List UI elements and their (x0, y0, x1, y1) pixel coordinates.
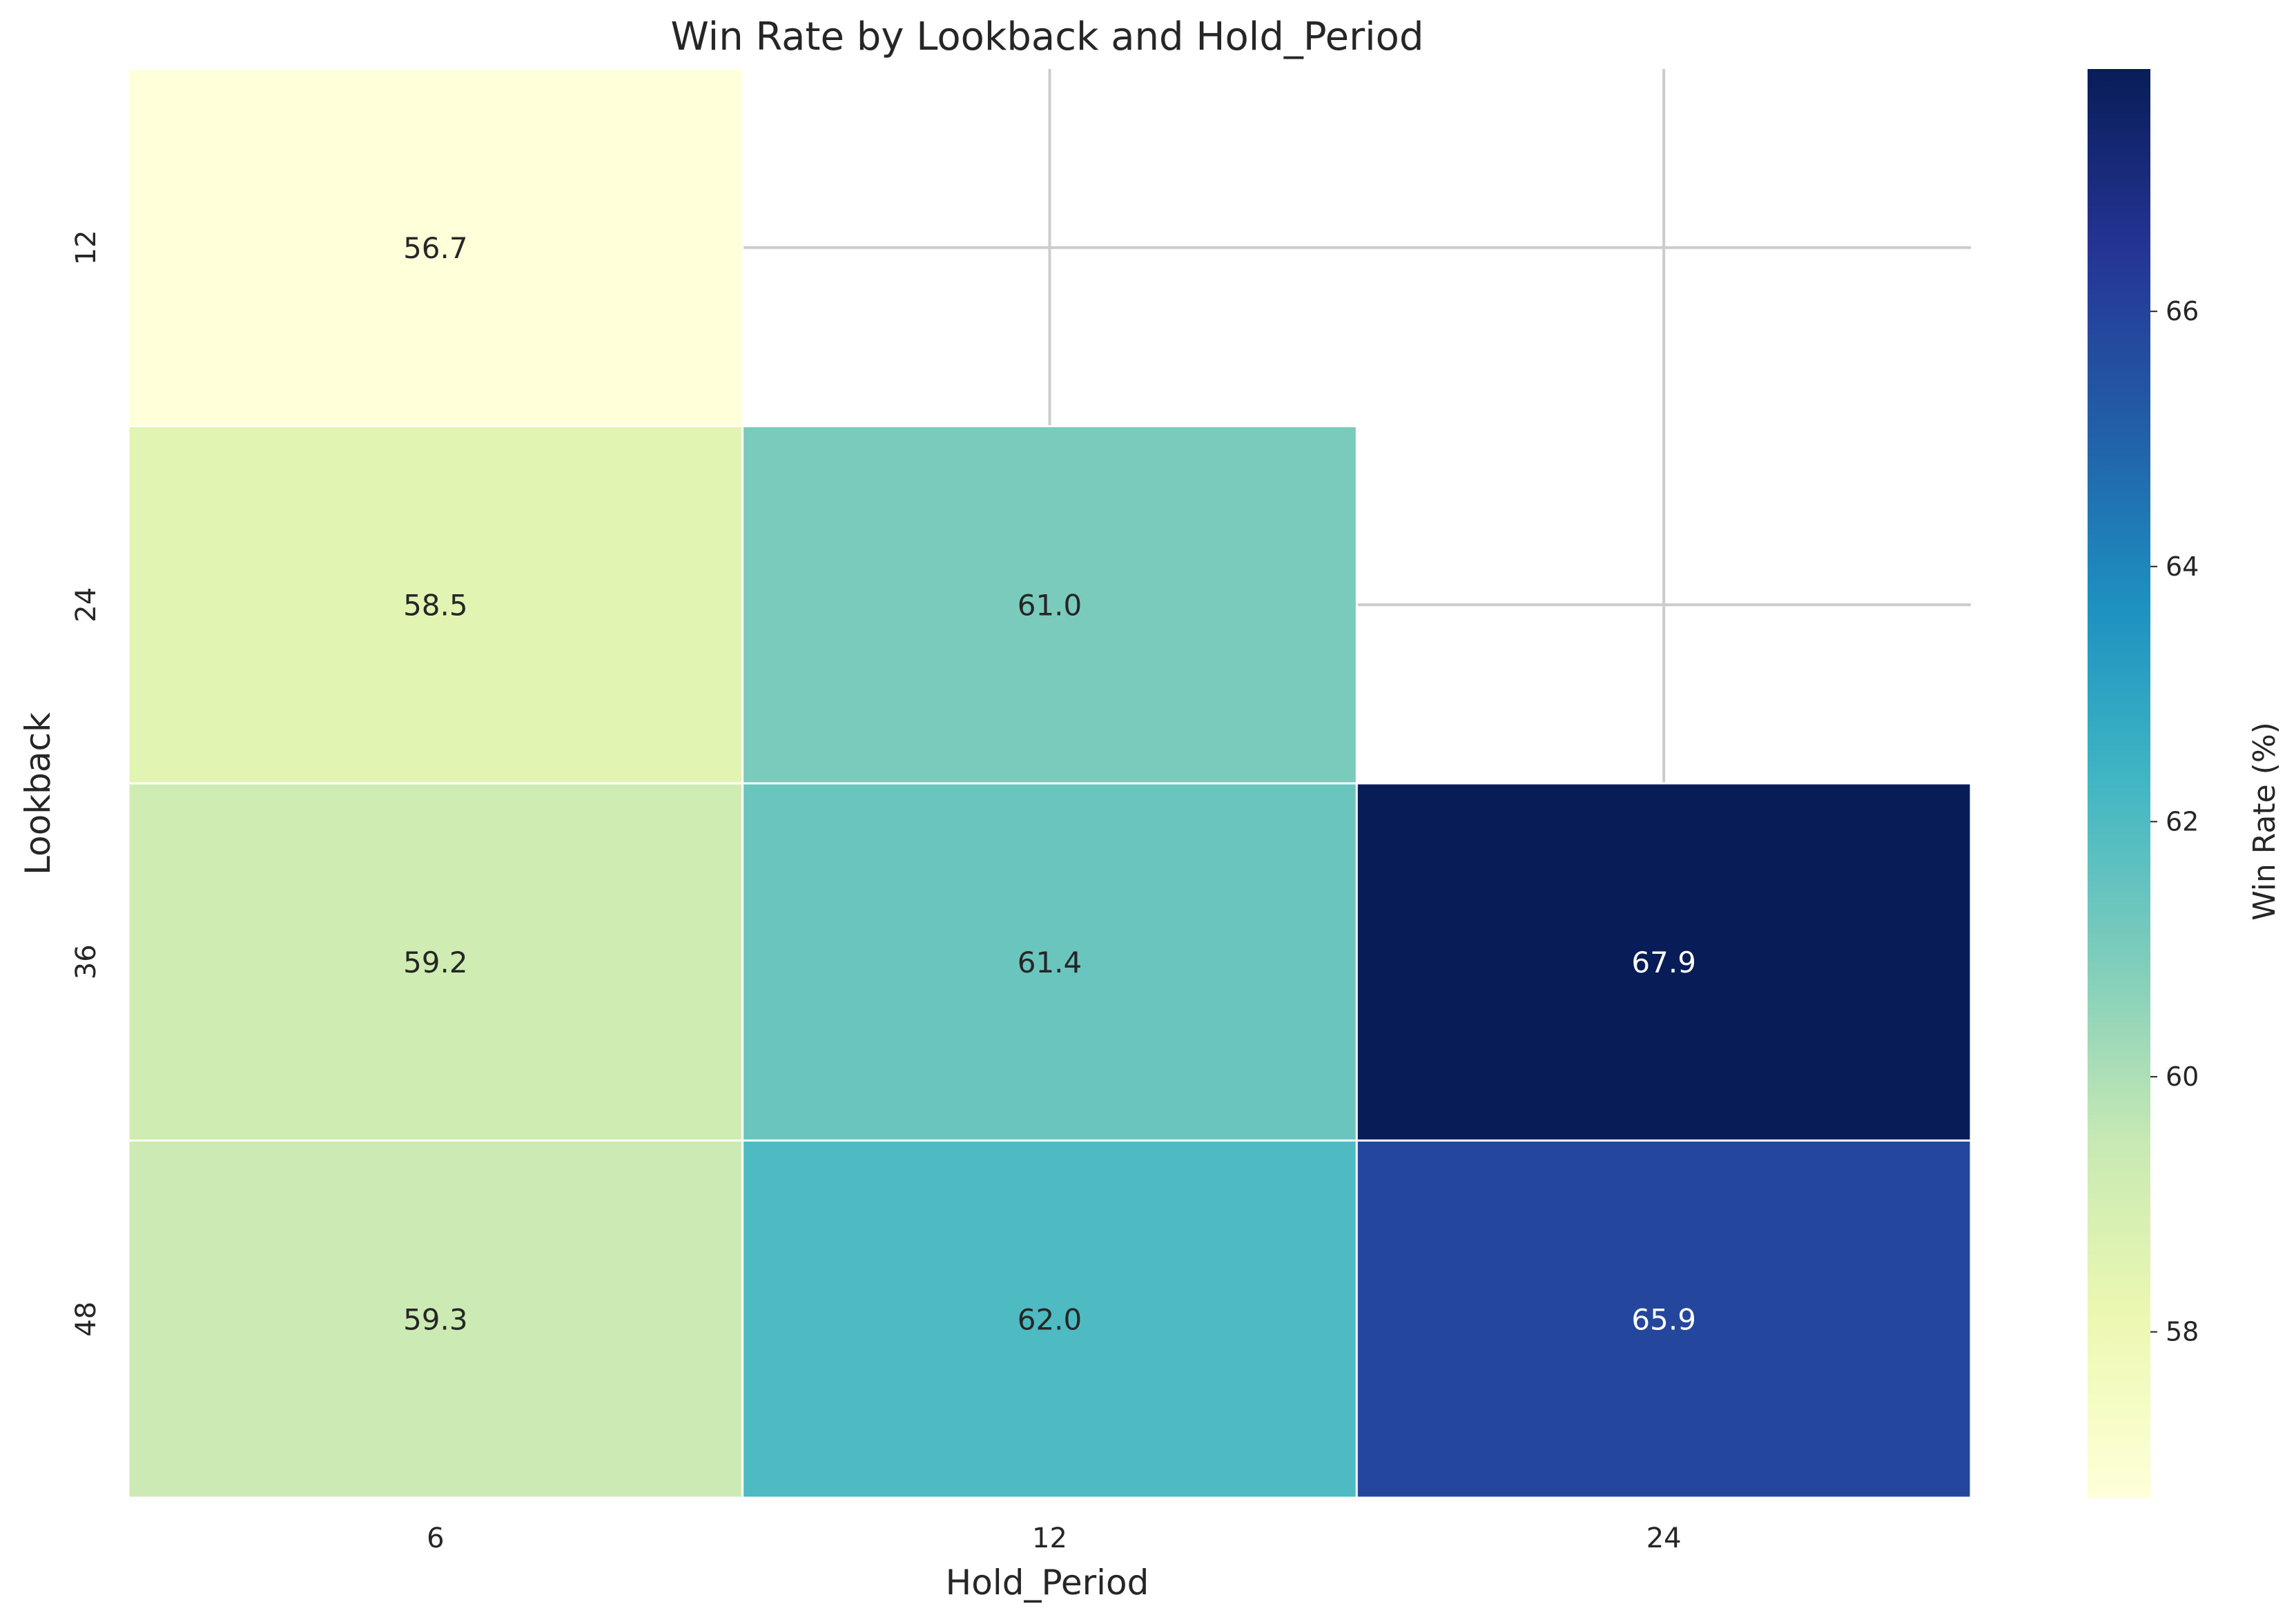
y-axis-label: Lookback (18, 712, 58, 875)
heatmap-cell (127, 782, 744, 1142)
cell-value-label: 56.7 (403, 231, 468, 265)
heatmap-cell (127, 425, 744, 785)
cell-value-label: 58.5 (403, 588, 468, 622)
chart-title: Win Rate by Lookback and Hold_Period (671, 14, 1424, 59)
cell-value-label: 61.0 (1018, 588, 1082, 622)
cell-value-label: 59.2 (403, 946, 468, 979)
cell-value-label: 61.4 (1018, 946, 1082, 979)
x-axis-label: Hold_Period (946, 1563, 1149, 1603)
y-tick-label: 36 (70, 944, 102, 979)
y-tick-label: 24 (70, 587, 102, 623)
colorbar-tick-label: 62 (2166, 806, 2199, 837)
heatmap-cell (741, 425, 1358, 785)
x-tick-label: 12 (1032, 1523, 1067, 1554)
x-tick-label: 24 (1646, 1523, 1682, 1554)
colorbar-tick-label: 58 (2166, 1317, 2199, 1347)
heatmap-cell (1355, 1139, 1972, 1499)
colorbar-gradient (2088, 69, 2150, 1498)
colorbar-tick-label: 66 (2166, 296, 2199, 326)
y-tick-label: 12 (70, 230, 102, 265)
y-tick-label: 48 (70, 1302, 102, 1337)
cell-value-label: 65.9 (1631, 1302, 1696, 1336)
cell-value-label: 67.9 (1631, 946, 1696, 979)
x-tick-labels: 6 12 24 (427, 1523, 1682, 1554)
y-tick-labels: 12 24 36 48 (70, 230, 102, 1336)
colorbar-label: Win Rate (%) (2247, 722, 2282, 921)
colorbar-tick-label: 60 (2166, 1062, 2199, 1092)
colorbar: 58 60 62 64 66 (2088, 69, 2199, 1498)
heatmap-cells (127, 68, 1972, 1499)
heatmap-cell (741, 1139, 1358, 1499)
heatmap-cell (741, 782, 1358, 1142)
cell-value-labels: 56.7 58.5 61.0 59.2 61.4 67.9 59.3 62.0 65.9 (403, 231, 1696, 1337)
cell-value-label: 62.0 (1018, 1302, 1082, 1336)
x-tick-label: 6 (427, 1523, 444, 1554)
colorbar-tick-label: 64 (2166, 551, 2199, 582)
cell-value-label: 59.3 (403, 1302, 468, 1336)
heatmap-cell (127, 1139, 744, 1499)
heatmap-cell (1355, 782, 1972, 1142)
